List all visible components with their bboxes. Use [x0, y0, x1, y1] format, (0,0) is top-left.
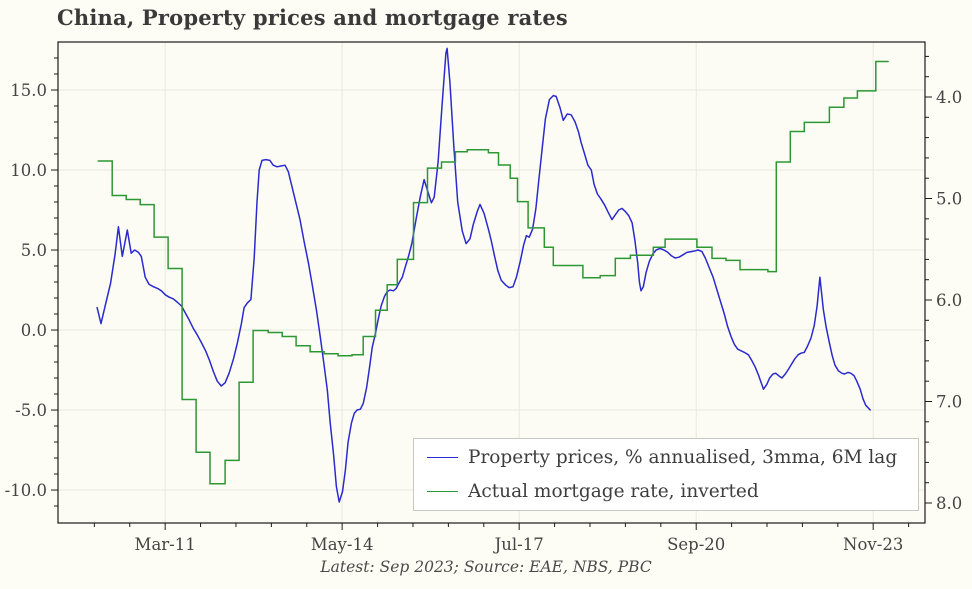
x-tick-label: Nov-23 [843, 535, 903, 554]
y-right-tick-label: 4.0 [936, 88, 962, 107]
y-left-tick-label: 5.0 [21, 241, 47, 260]
legend-swatch-property-prices-line [427, 457, 458, 458]
y-right-tick-label: 5.0 [936, 190, 962, 209]
y-left-tick-label: -5.0 [15, 401, 47, 420]
x-tick-label: Mar-11 [135, 535, 196, 554]
x-tick-label: Jul-17 [493, 535, 544, 554]
chart-caption: Latest: Sep 2023; Source: EAE, NBS, PBC [320, 558, 652, 576]
chart-title: China, Property prices and mortgage rate… [57, 5, 568, 30]
mortgage-rate-line [97, 60, 889, 485]
y-left-tick-label: -10.0 [5, 481, 47, 500]
legend-label-property-prices: Property prices, % annualised, 3mma, 6M … [468, 447, 898, 468]
y-right-tick-label: 8.0 [936, 494, 962, 513]
y-left-tick-label: 10.0 [10, 161, 47, 180]
legend-swatch-mortgage-rate-line [427, 491, 458, 492]
y-right-tick-label: 7.0 [936, 393, 962, 412]
tick-labels: Mar-11 May-14 Jul-17 Sep-20 Nov-23 15.0 10.0 5.… [5, 81, 963, 554]
gridlines [58, 42, 925, 523]
legend-box: Property prices, % annualised, 3mma, 6M … [413, 438, 919, 511]
legend-item-mortgage-rate: Actual mortgage rate, inverted [427, 478, 918, 506]
property-prices-line [96, 47, 871, 503]
y-left-tick-label: 0.0 [21, 321, 47, 340]
y-left-tick-label: 15.0 [10, 81, 47, 100]
series-group [96, 47, 889, 503]
legend-item-property-prices: Property prices, % annualised, 3mma, 6M … [427, 444, 918, 472]
legend-label-mortgage-rate: Actual mortgage rate, inverted [468, 481, 759, 502]
y-right-tick-label: 6.0 [936, 291, 962, 310]
tick-marks [51, 55, 932, 530]
x-tick-label: May-14 [311, 535, 374, 554]
x-tick-label: Sep-20 [667, 535, 725, 554]
